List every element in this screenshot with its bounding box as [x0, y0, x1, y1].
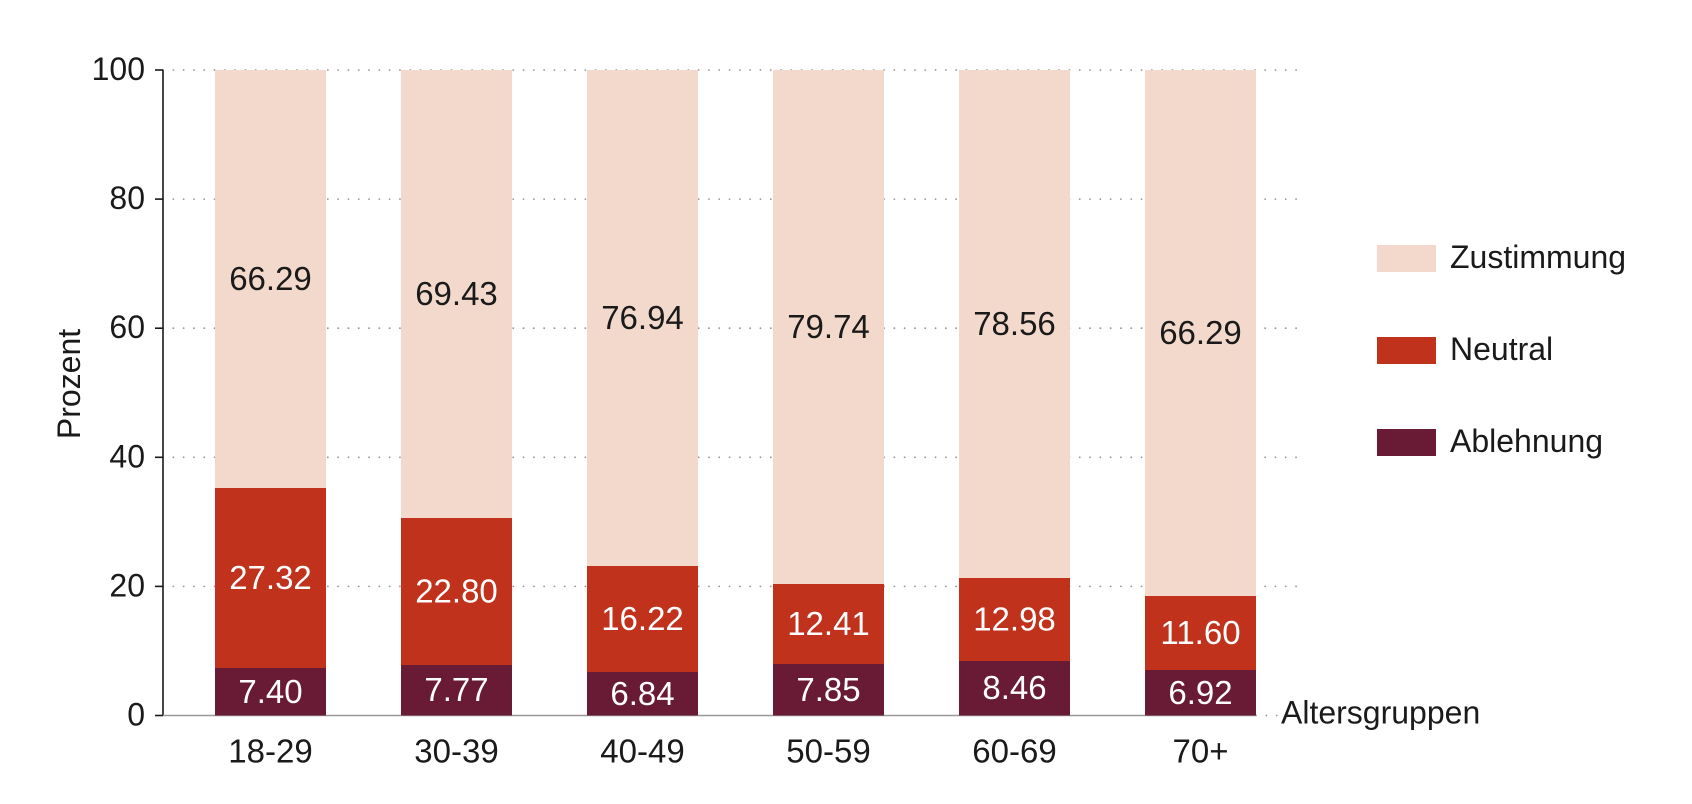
svg-text:6.84: 6.84 — [610, 675, 674, 712]
svg-text:12.98: 12.98 — [973, 601, 1056, 638]
svg-text:22.80: 22.80 — [415, 573, 498, 610]
svg-text:20: 20 — [109, 567, 145, 603]
svg-text:100: 100 — [92, 51, 145, 87]
svg-text:50-59: 50-59 — [786, 733, 870, 770]
svg-text:40-49: 40-49 — [600, 733, 684, 770]
svg-text:0: 0 — [127, 697, 145, 733]
svg-text:6.92: 6.92 — [1168, 674, 1232, 711]
svg-text:16.22: 16.22 — [601, 600, 684, 637]
svg-text:Zustimmung: Zustimmung — [1450, 239, 1626, 275]
svg-text:18-29: 18-29 — [228, 733, 312, 770]
svg-text:11.60: 11.60 — [1160, 614, 1240, 651]
svg-text:60-69: 60-69 — [972, 733, 1056, 770]
svg-text:80: 80 — [109, 180, 145, 216]
svg-text:Altersgruppen: Altersgruppen — [1281, 695, 1480, 731]
svg-text:27.32: 27.32 — [229, 559, 312, 596]
svg-text:Prozent: Prozent — [51, 329, 87, 439]
svg-text:Neutral: Neutral — [1450, 331, 1553, 367]
svg-text:76.94: 76.94 — [601, 299, 684, 336]
svg-text:30-39: 30-39 — [414, 733, 498, 770]
svg-text:Ablehnung: Ablehnung — [1450, 423, 1603, 459]
svg-text:66.29: 66.29 — [229, 260, 312, 297]
svg-text:7.77: 7.77 — [424, 671, 488, 708]
svg-text:66.29: 66.29 — [1159, 314, 1242, 351]
svg-text:69.43: 69.43 — [415, 275, 498, 312]
svg-text:7.85: 7.85 — [796, 671, 860, 708]
svg-text:7.40: 7.40 — [238, 673, 302, 710]
svg-text:8.46: 8.46 — [982, 669, 1046, 706]
svg-text:12.41: 12.41 — [787, 605, 870, 642]
svg-text:79.74: 79.74 — [787, 308, 870, 345]
svg-text:40: 40 — [109, 438, 145, 474]
svg-text:70+: 70+ — [1173, 733, 1229, 770]
svg-text:78.56: 78.56 — [973, 305, 1056, 342]
svg-text:60: 60 — [109, 309, 145, 345]
